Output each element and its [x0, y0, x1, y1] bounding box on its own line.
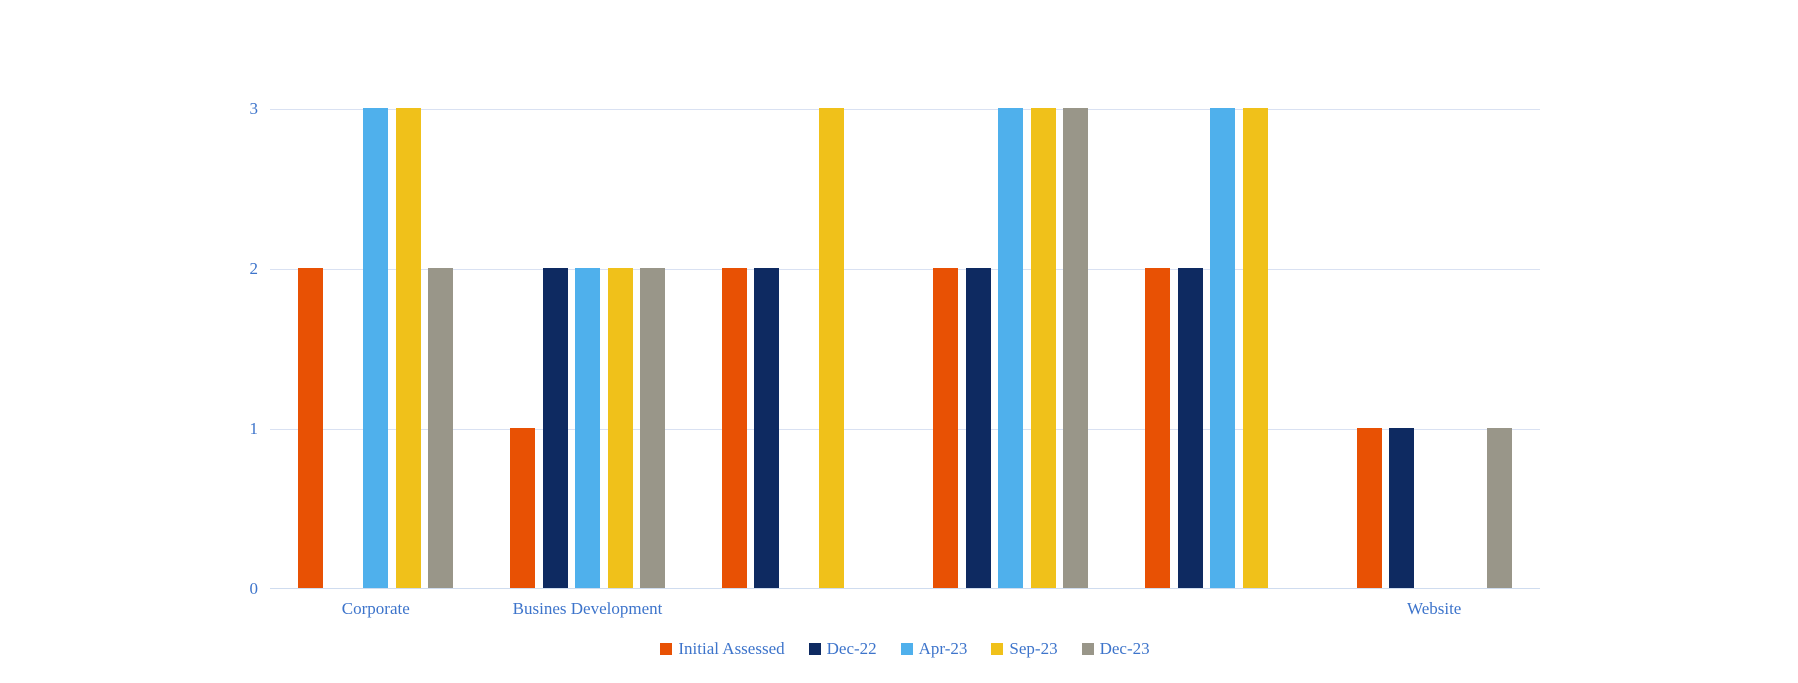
x-label-corporate: Corporate	[341, 599, 410, 618]
gridline-1	[270, 429, 1540, 430]
bar-dec-23-group-4	[1063, 108, 1089, 588]
legend-marker-initial-assessed-icon	[660, 643, 673, 655]
bar-sep-23-group-5	[1242, 108, 1268, 588]
bar-sep-23-group-2	[607, 268, 633, 588]
y-tick-label-3: 3	[249, 99, 259, 118]
bar-apr-23-group-2	[575, 268, 600, 588]
legend-label-apr-23: Apr-23	[918, 639, 968, 658]
bar-apr-23-group-5	[1210, 108, 1235, 588]
y-tick-label-2: 2	[249, 259, 259, 278]
legend-item-apr-23: Apr-23	[900, 639, 968, 659]
bar-dec-23-group-6	[1486, 428, 1512, 588]
bar-initial-assessed-group-1	[298, 268, 324, 588]
bar-dec-23-group-1	[428, 268, 454, 588]
legend-label-dec-23: Dec-23	[1099, 639, 1150, 658]
legend-marker-sep-23-icon	[991, 643, 1004, 655]
x-label-website: Website	[1407, 599, 1462, 618]
legend-marker-dec-22-icon	[808, 643, 821, 655]
legend: Initial Assessed Dec-22 Apr-23 Sep-23 De…	[270, 639, 1540, 659]
bar-sep-23-group-1	[395, 108, 421, 588]
bar-sep-23-group-3	[819, 108, 845, 588]
legend-marker-dec-23-icon	[1081, 643, 1094, 655]
legend-marker-apr-23-icon	[900, 643, 913, 655]
bar-initial-assessed-group-4	[933, 268, 959, 588]
x-axis-line	[270, 588, 1540, 589]
bar-dec-22-group-4	[965, 268, 991, 588]
legend-item-sep-23: Sep-23	[991, 639, 1058, 659]
bar-apr-23-group-4	[998, 108, 1024, 588]
bar-initial-assessed-group-5	[1145, 268, 1170, 588]
bar-dec-22-group-5	[1177, 268, 1203, 588]
legend-item-dec-23: Dec-23	[1081, 639, 1150, 659]
legend-label-dec-22: Dec-22	[826, 639, 877, 658]
y-tick-label-0: 0	[249, 579, 259, 598]
bar-initial-assessed-group-6	[1356, 428, 1382, 588]
bar-dec-23-group-2	[640, 268, 665, 588]
gridline-3	[270, 109, 1540, 110]
legend-label-initial-assessed: Initial Assessed	[678, 639, 785, 658]
bar-initial-assessed-group-3	[721, 268, 747, 588]
legend-item-dec-22: Dec-22	[808, 639, 877, 659]
gridline-2	[270, 269, 1540, 270]
legend-item-initial-assessed: Initial Assessed	[660, 639, 785, 659]
bar-dec-22-group-6	[1389, 428, 1415, 588]
bar-sep-23-group-4	[1030, 108, 1056, 588]
bar-initial-assessed-group-2	[510, 428, 535, 588]
bar-dec-22-group-2	[542, 268, 568, 588]
plot-area: 3 2 1 0 Corporate Busines Development We…	[250, 99, 1540, 618]
bar-dec-22-group-3	[754, 268, 780, 588]
bar-apr-23-group-1	[363, 108, 389, 588]
x-label-busines-development: Busines Development	[512, 599, 663, 618]
legend-label-sep-23: Sep-23	[1009, 639, 1058, 658]
y-tick-label-1: 1	[249, 419, 259, 438]
